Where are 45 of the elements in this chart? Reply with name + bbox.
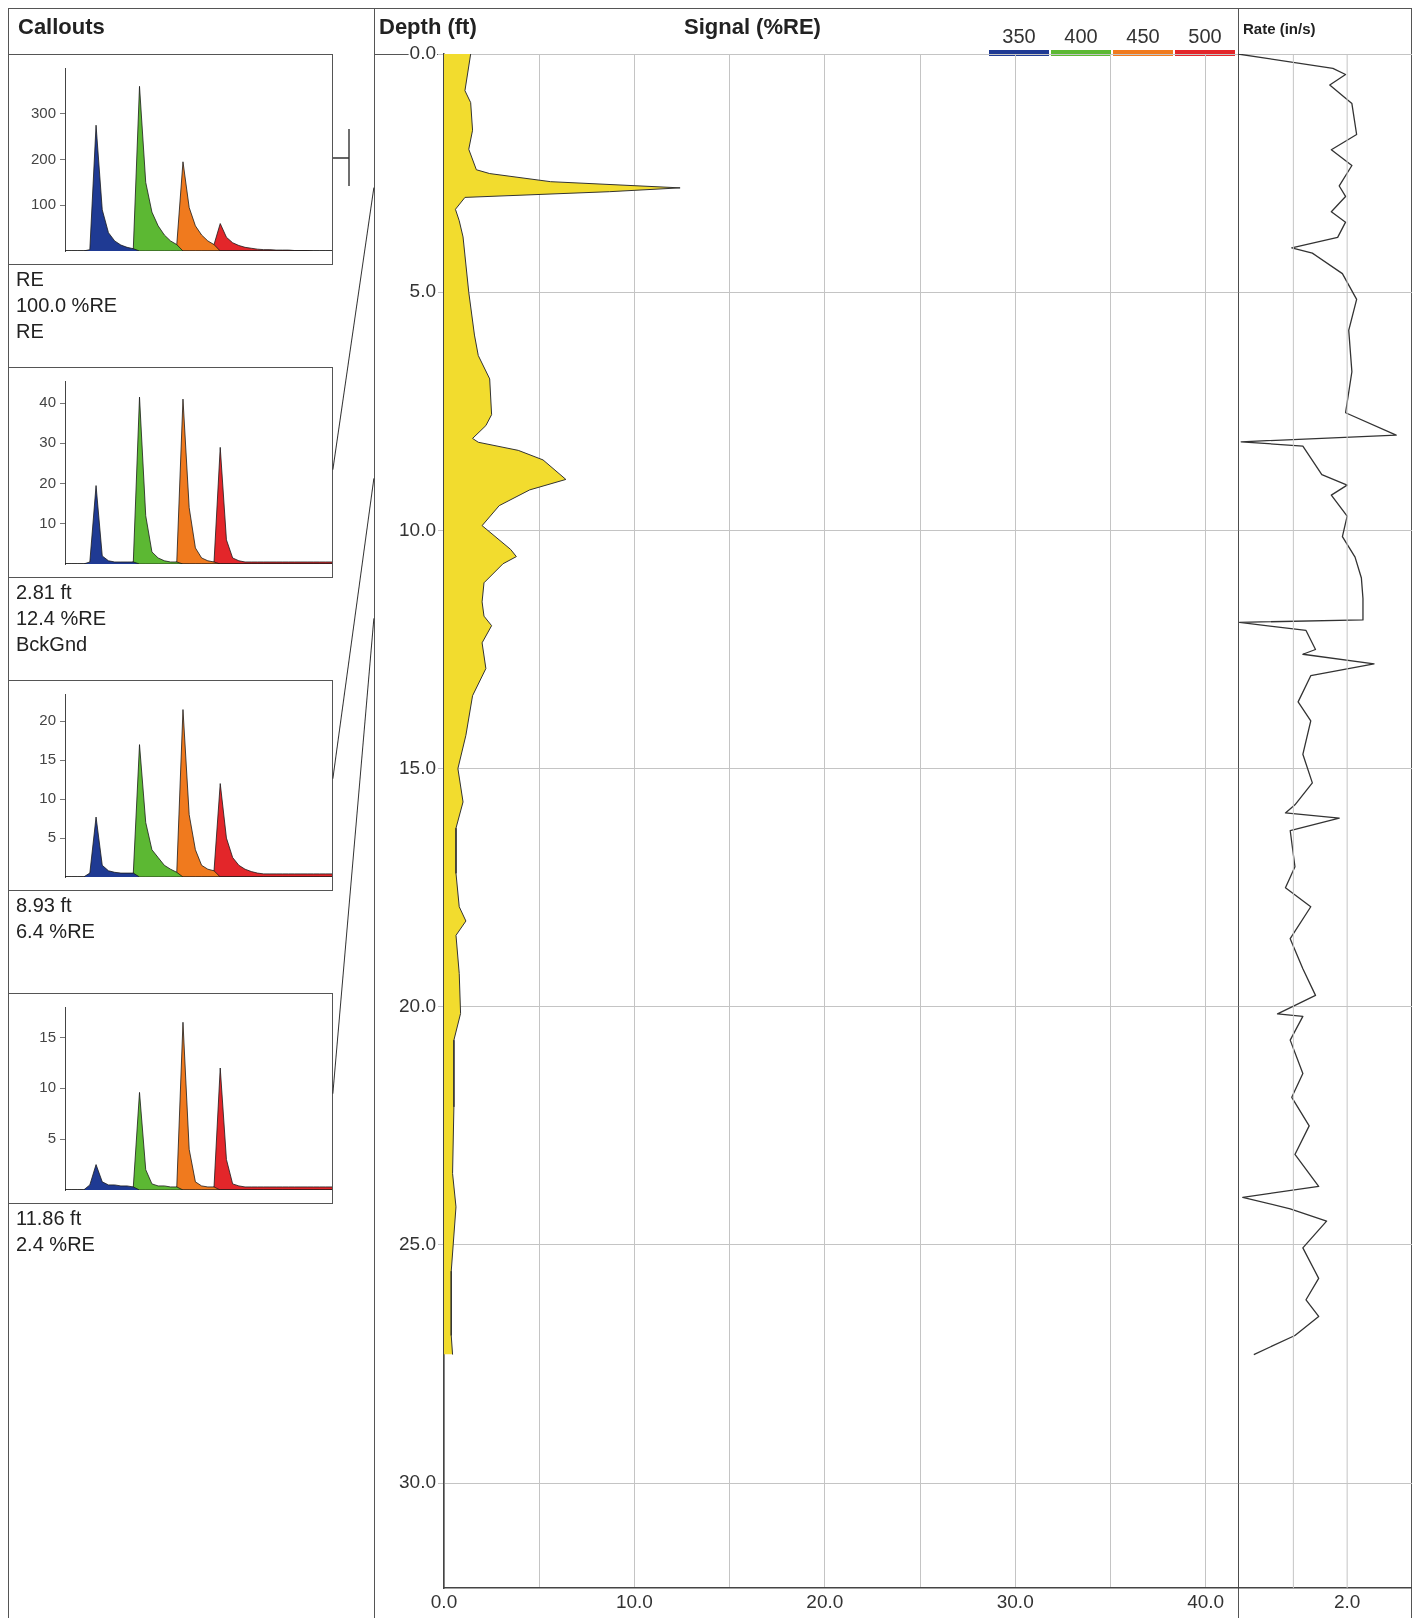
x-tick-label: 30.0 <box>996 1590 1034 1612</box>
text: BckGnd <box>16 632 89 657</box>
y-tick-label: 100 <box>30 195 56 213</box>
x-tick-label: 40.0 <box>1187 1590 1225 1612</box>
text: 6.4 %RE <box>16 919 95 944</box>
x-axis-title: Signal (%RE) <box>684 14 821 40</box>
y-tick-label: 10.0 <box>399 518 436 540</box>
chart-title: Callouts <box>18 14 105 40</box>
y-tick-label: 40 <box>39 393 56 411</box>
text: 2.81 ft <box>16 580 73 605</box>
text: 100.0 %RE <box>16 293 118 318</box>
y-axis-title: Depth (ft) <box>379 14 477 40</box>
y-tick-label: 5 <box>47 828 56 846</box>
y-tick-label: 5.0 <box>409 280 436 302</box>
y-tick-label: 30.0 <box>399 1471 436 1493</box>
y-tick-label: 15.0 <box>399 756 436 778</box>
y-tick-label: 20 <box>39 473 56 491</box>
y-tick-label: 5 <box>47 1129 56 1147</box>
y-tick-label: 15 <box>39 1027 56 1045</box>
x-tick-label: 10.0 <box>615 1590 653 1612</box>
x-tick-label: 20.0 <box>806 1590 844 1612</box>
y-tick-label: 0.0 <box>409 42 436 64</box>
y-tick-label: 25.0 <box>399 1233 436 1255</box>
text: 2.0 <box>1333 1590 1361 1612</box>
y-tick-label: 10 <box>39 1078 56 1096</box>
y-tick-label: 10 <box>39 513 56 531</box>
text: 11.86 ft <box>16 1206 83 1231</box>
text: 8.93 ft <box>16 893 73 918</box>
y-tick-label: 300 <box>30 103 56 121</box>
y-tick-label: 200 <box>30 149 56 167</box>
text: RE <box>16 267 45 292</box>
y-tick-label: 30 <box>39 433 56 451</box>
text: 2.4 %RE <box>16 1232 95 1257</box>
y-tick-label: 20.0 <box>399 995 436 1017</box>
x-axis-title: Rate (in/s) <box>1243 20 1316 37</box>
text: RE <box>16 319 45 344</box>
y-tick-label: 10 <box>39 789 56 807</box>
text: 450 <box>1113 24 1173 56</box>
y-tick-label: 15 <box>39 750 56 768</box>
text: 500 <box>1175 24 1235 56</box>
text: 400 <box>1051 24 1111 56</box>
x-tick-label: 0.0 <box>430 1590 458 1612</box>
text: 350 <box>989 24 1049 56</box>
y-tick-label: 20 <box>39 711 56 729</box>
text: 12.4 %RE <box>16 606 107 631</box>
